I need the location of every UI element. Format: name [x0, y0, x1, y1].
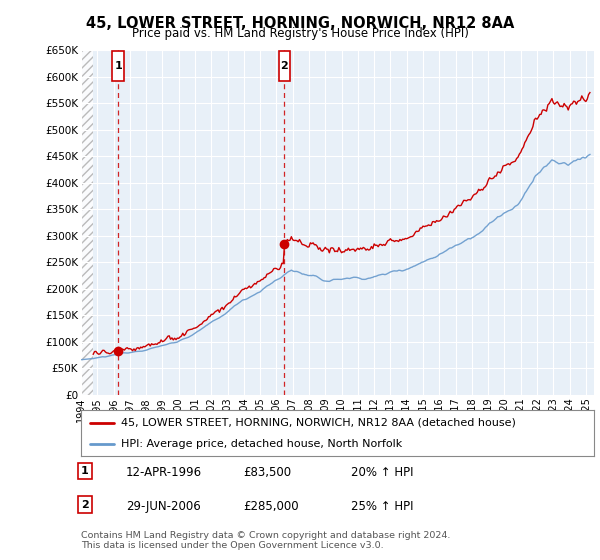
- Text: 1: 1: [114, 61, 122, 71]
- Text: 45, LOWER STREET, HORNING, NORWICH, NR12 8AA: 45, LOWER STREET, HORNING, NORWICH, NR12…: [86, 16, 514, 31]
- Text: 20% ↑ HPI: 20% ↑ HPI: [351, 466, 413, 479]
- Text: Contains HM Land Registry data © Crown copyright and database right 2024.
This d: Contains HM Land Registry data © Crown c…: [81, 531, 451, 550]
- Text: 12-APR-1996: 12-APR-1996: [126, 466, 202, 479]
- Text: 2: 2: [281, 61, 288, 71]
- Text: 2: 2: [81, 500, 89, 510]
- Text: 29-JUN-2006: 29-JUN-2006: [126, 500, 201, 512]
- FancyBboxPatch shape: [279, 52, 290, 81]
- Text: £285,000: £285,000: [243, 500, 299, 512]
- Text: 25% ↑ HPI: 25% ↑ HPI: [351, 500, 413, 512]
- Text: 45, LOWER STREET, HORNING, NORWICH, NR12 8AA (detached house): 45, LOWER STREET, HORNING, NORWICH, NR12…: [121, 418, 516, 428]
- Text: 1: 1: [81, 466, 89, 476]
- Text: Price paid vs. HM Land Registry's House Price Index (HPI): Price paid vs. HM Land Registry's House …: [131, 27, 469, 40]
- FancyBboxPatch shape: [112, 52, 124, 81]
- Bar: [81, 50, 93, 395]
- Text: HPI: Average price, detached house, North Norfolk: HPI: Average price, detached house, Nort…: [121, 439, 402, 449]
- Text: £83,500: £83,500: [243, 466, 291, 479]
